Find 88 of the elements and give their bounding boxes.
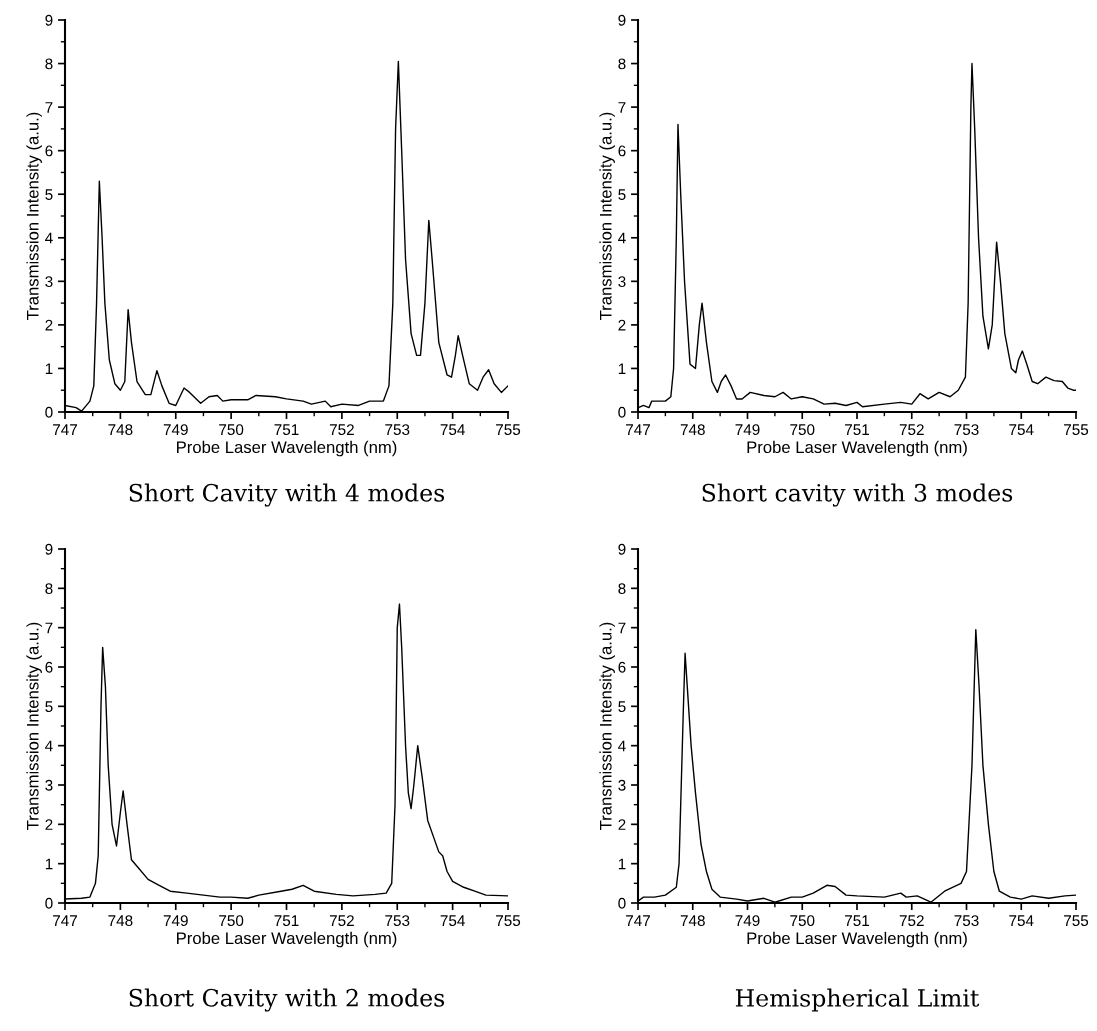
x-tick-label: 755	[1064, 424, 1089, 436]
x-tick-label: 754	[440, 915, 465, 927]
x-tick-label: 748	[680, 915, 705, 927]
x-tick-label: 750	[790, 424, 815, 436]
x-tick-label: 754	[440, 424, 465, 436]
y-axis-title: Transmission Intensity (a.u.)	[26, 622, 42, 830]
y-tick-label: 0	[45, 406, 53, 418]
x-tick-label: 753	[954, 424, 979, 436]
y-tick-label: 4	[45, 740, 53, 752]
x-tick-label: 748	[680, 424, 705, 436]
y-tick-label: 9	[45, 14, 53, 26]
x-tick-label: 750	[219, 915, 244, 927]
y-axis-title: Transmission Intensity (a.u.)	[26, 112, 42, 320]
y-tick-label: 0	[618, 897, 626, 909]
y-tick-label: 1	[45, 858, 53, 870]
y-tick-label: 3	[45, 779, 53, 791]
x-tick-label: 755	[496, 424, 521, 436]
x-tick-label: 747	[626, 424, 650, 435]
y-tick-label: 4	[45, 232, 53, 244]
x-tick-label: 751	[274, 424, 299, 436]
x-tick-label: 749	[735, 424, 760, 436]
y-tick-label: 8	[45, 58, 53, 70]
text: Hemispherical Limit	[735, 988, 980, 1012]
y-tick-label: 1	[618, 363, 626, 374]
x-tick-label: 755	[1064, 915, 1089, 927]
y-axis-title: Transmission Intensity (a.u.)	[599, 112, 615, 320]
x-tick-label: 752	[899, 424, 924, 436]
y-tick-label: 1	[45, 363, 53, 374]
y-tick-label: 9	[45, 543, 53, 555]
y-tick-label: 9	[618, 543, 626, 555]
x-tick-label: 750	[219, 424, 244, 436]
y-tick-label: 2	[45, 319, 53, 331]
x-tick-label: 749	[735, 915, 760, 927]
y-tick-label: 0	[45, 897, 53, 909]
x-tick-label: 752	[329, 424, 354, 436]
y-tick-label: 5	[45, 701, 53, 713]
x-tick-label: 747	[53, 424, 77, 435]
x-tick-label: 751	[274, 915, 299, 927]
text: Short cavity with 3 modes	[702, 483, 1013, 507]
y-tick-label: 3	[45, 276, 53, 288]
y-tick-label: 8	[45, 583, 53, 595]
y-axis-title: Transmission Intensity (a.u.)	[599, 622, 615, 830]
x-tick-label: 750	[790, 915, 815, 927]
x-tick-label: 749	[163, 915, 188, 927]
y-tick-label: 1	[618, 858, 626, 870]
y-tick-label: 8	[618, 58, 626, 70]
x-tick-label: 753	[954, 915, 979, 927]
y-tick-label: 2	[618, 819, 626, 830]
text: Short Cavity with 2 modes	[129, 988, 445, 1012]
x-tick-label: 751	[845, 424, 869, 436]
y-tick-label: 7	[45, 622, 53, 634]
y-tick-label: 3	[618, 779, 626, 791]
x-tick-label: 751	[845, 915, 869, 927]
y-tick-label: 4	[618, 232, 626, 244]
y-tick-label: 6	[45, 661, 53, 673]
y-tick-label: 3	[618, 276, 626, 288]
x-tick-label: 755	[496, 915, 521, 927]
x-tick-label: 747	[626, 915, 650, 926]
y-tick-label: 0	[618, 406, 626, 418]
y-tick-label: 5	[45, 189, 53, 200]
y-tick-label: 2	[618, 319, 626, 331]
x-tick-label: 752	[899, 915, 924, 927]
y-tick-label: 7	[45, 102, 53, 113]
y-tick-label: 6	[618, 661, 626, 673]
x-tick-label: 752	[329, 915, 354, 927]
x-axis-title: Probe Laser Wavelength (nm)	[177, 931, 397, 948]
y-tick-label: 9	[618, 14, 626, 26]
x-tick-label: 753	[385, 915, 410, 927]
x-tick-label: 748	[108, 424, 133, 436]
x-axis-title: Probe Laser Wavelength (nm)	[747, 440, 967, 457]
y-tick-label: 6	[618, 145, 626, 157]
x-tick-label: 749	[163, 424, 188, 436]
x-axis-title: Probe Laser Wavelength (nm)	[747, 931, 967, 948]
y-tick-label: 5	[618, 189, 626, 200]
x-tick-label: 754	[1009, 424, 1034, 436]
y-tick-label: 7	[618, 622, 626, 634]
x-axis-title: Probe Laser Wavelength (nm)	[177, 440, 397, 457]
y-tick-label: 6	[45, 145, 53, 157]
text: Short Cavity with 4 modes	[129, 483, 445, 507]
y-tick-label: 7	[618, 102, 626, 113]
y-tick-label: 2	[45, 819, 53, 830]
x-tick-label: 753	[385, 424, 410, 436]
y-tick-label: 5	[618, 701, 626, 713]
y-tick-label: 8	[618, 583, 626, 595]
y-tick-label: 4	[618, 740, 626, 752]
x-tick-label: 748	[108, 915, 133, 927]
x-tick-label: 747	[53, 915, 77, 926]
x-tick-label: 754	[1009, 915, 1034, 927]
